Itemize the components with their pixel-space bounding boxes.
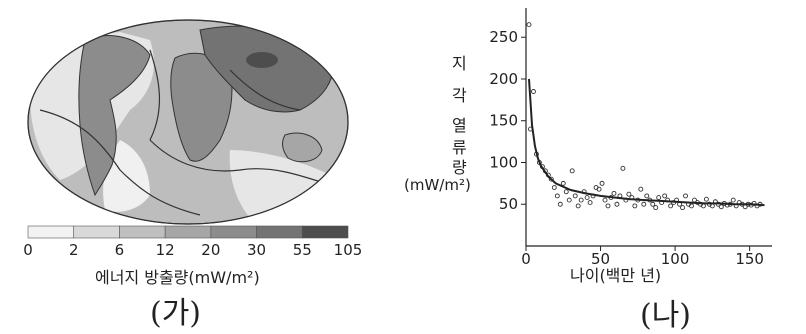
legend-title: 에너지 방출량(mW/m²) bbox=[95, 268, 260, 287]
data-point bbox=[680, 205, 685, 211]
data-point bbox=[644, 193, 650, 199]
map-hot-spot bbox=[246, 52, 278, 68]
legend-tick-label: 0 bbox=[23, 241, 33, 259]
data-point bbox=[557, 201, 563, 207]
data-point bbox=[531, 89, 536, 94]
y-label-char-2: 각 bbox=[452, 86, 467, 105]
legend-tick-label: 12 bbox=[156, 241, 175, 259]
y-tick-label: 250 bbox=[489, 28, 518, 46]
y-tick-label: 200 bbox=[489, 70, 518, 88]
data-point bbox=[578, 197, 584, 203]
x-tick-label: 150 bbox=[735, 250, 764, 268]
data-point bbox=[569, 168, 575, 174]
data-point bbox=[602, 197, 608, 203]
data-point bbox=[575, 203, 581, 209]
legend-cell bbox=[73, 225, 120, 239]
panel-label-na: (나) bbox=[640, 298, 692, 333]
data-point bbox=[620, 165, 626, 171]
heat-flow-chart: 50 100 150 200 250 0 50 100 150 bbox=[489, 8, 772, 268]
data-point bbox=[599, 180, 605, 186]
data-point bbox=[605, 203, 611, 209]
panel-label-ga: (가) bbox=[150, 296, 202, 331]
panel-na: 지 각 열 류 량 (mW/m²) 50 100 150 200 250 0 50 100 15… bbox=[400, 0, 806, 333]
data-point bbox=[526, 22, 532, 28]
data-point bbox=[656, 195, 662, 201]
map-outline bbox=[27, 19, 349, 225]
y-label-char-1: 지 bbox=[452, 54, 467, 73]
map-continent-americas bbox=[78, 35, 151, 197]
data-point bbox=[611, 190, 617, 196]
legend-cell bbox=[210, 225, 257, 239]
data-point bbox=[584, 195, 590, 201]
x-tick-label: 0 bbox=[521, 250, 531, 268]
fit-line bbox=[528, 78, 765, 207]
world-heat-map bbox=[27, 19, 349, 225]
data-point bbox=[587, 200, 593, 206]
legend-tick-label: 30 bbox=[247, 241, 266, 259]
y-label-char-4: 류 bbox=[452, 138, 467, 157]
y-label-unit: (mW/m²) bbox=[404, 176, 471, 194]
x-tick-label: 100 bbox=[661, 250, 690, 268]
data-point bbox=[563, 189, 569, 195]
data-point bbox=[638, 186, 644, 192]
y-tick-label: 50 bbox=[499, 195, 518, 213]
legend-cell bbox=[256, 225, 303, 239]
y-tick-label: 100 bbox=[489, 153, 518, 171]
map-continent-australia bbox=[282, 132, 323, 163]
data-point bbox=[554, 193, 560, 199]
data-point bbox=[572, 193, 578, 199]
data-point bbox=[566, 197, 572, 203]
x-tick-label: 50 bbox=[591, 250, 610, 268]
heat-legend: 0 2 6 12 20 30 55 105 bbox=[23, 225, 363, 259]
legend-cell bbox=[301, 225, 349, 239]
legend-cell bbox=[27, 225, 75, 239]
data-point bbox=[548, 176, 554, 182]
data-point bbox=[641, 201, 647, 207]
data-point bbox=[718, 204, 724, 210]
data-point bbox=[650, 201, 656, 207]
data-point bbox=[730, 197, 736, 203]
legend-tick-label: 55 bbox=[293, 241, 312, 259]
data-point bbox=[683, 193, 688, 199]
y-tick-label: 150 bbox=[489, 112, 518, 130]
data-point bbox=[662, 193, 668, 199]
legend-tick-label: 20 bbox=[201, 241, 220, 259]
y-label-char-3: 열 bbox=[452, 116, 467, 135]
data-point bbox=[632, 203, 638, 209]
map-plate-boundary bbox=[39, 49, 331, 216]
legend-cell bbox=[119, 225, 166, 239]
data-point bbox=[653, 205, 659, 211]
data-point bbox=[626, 191, 632, 197]
data-point bbox=[668, 203, 674, 209]
legend-tick-label: 6 bbox=[115, 241, 125, 259]
data-point bbox=[551, 185, 557, 190]
panel-ga: 0 2 6 12 20 30 55 105 에너지 방출량(mW/m²) (가) bbox=[0, 0, 370, 331]
data-point bbox=[689, 203, 694, 209]
data-point bbox=[703, 196, 709, 202]
data-point bbox=[560, 180, 566, 186]
y-label-char-5: 량 bbox=[452, 158, 467, 177]
x-axis-label: 나이(백만 년) bbox=[570, 266, 662, 285]
data-point bbox=[596, 186, 602, 192]
legend-tick-label: 2 bbox=[69, 241, 79, 259]
data-point bbox=[614, 201, 620, 207]
legend-tick-label: 105 bbox=[334, 241, 363, 259]
legend-cell bbox=[164, 225, 212, 239]
